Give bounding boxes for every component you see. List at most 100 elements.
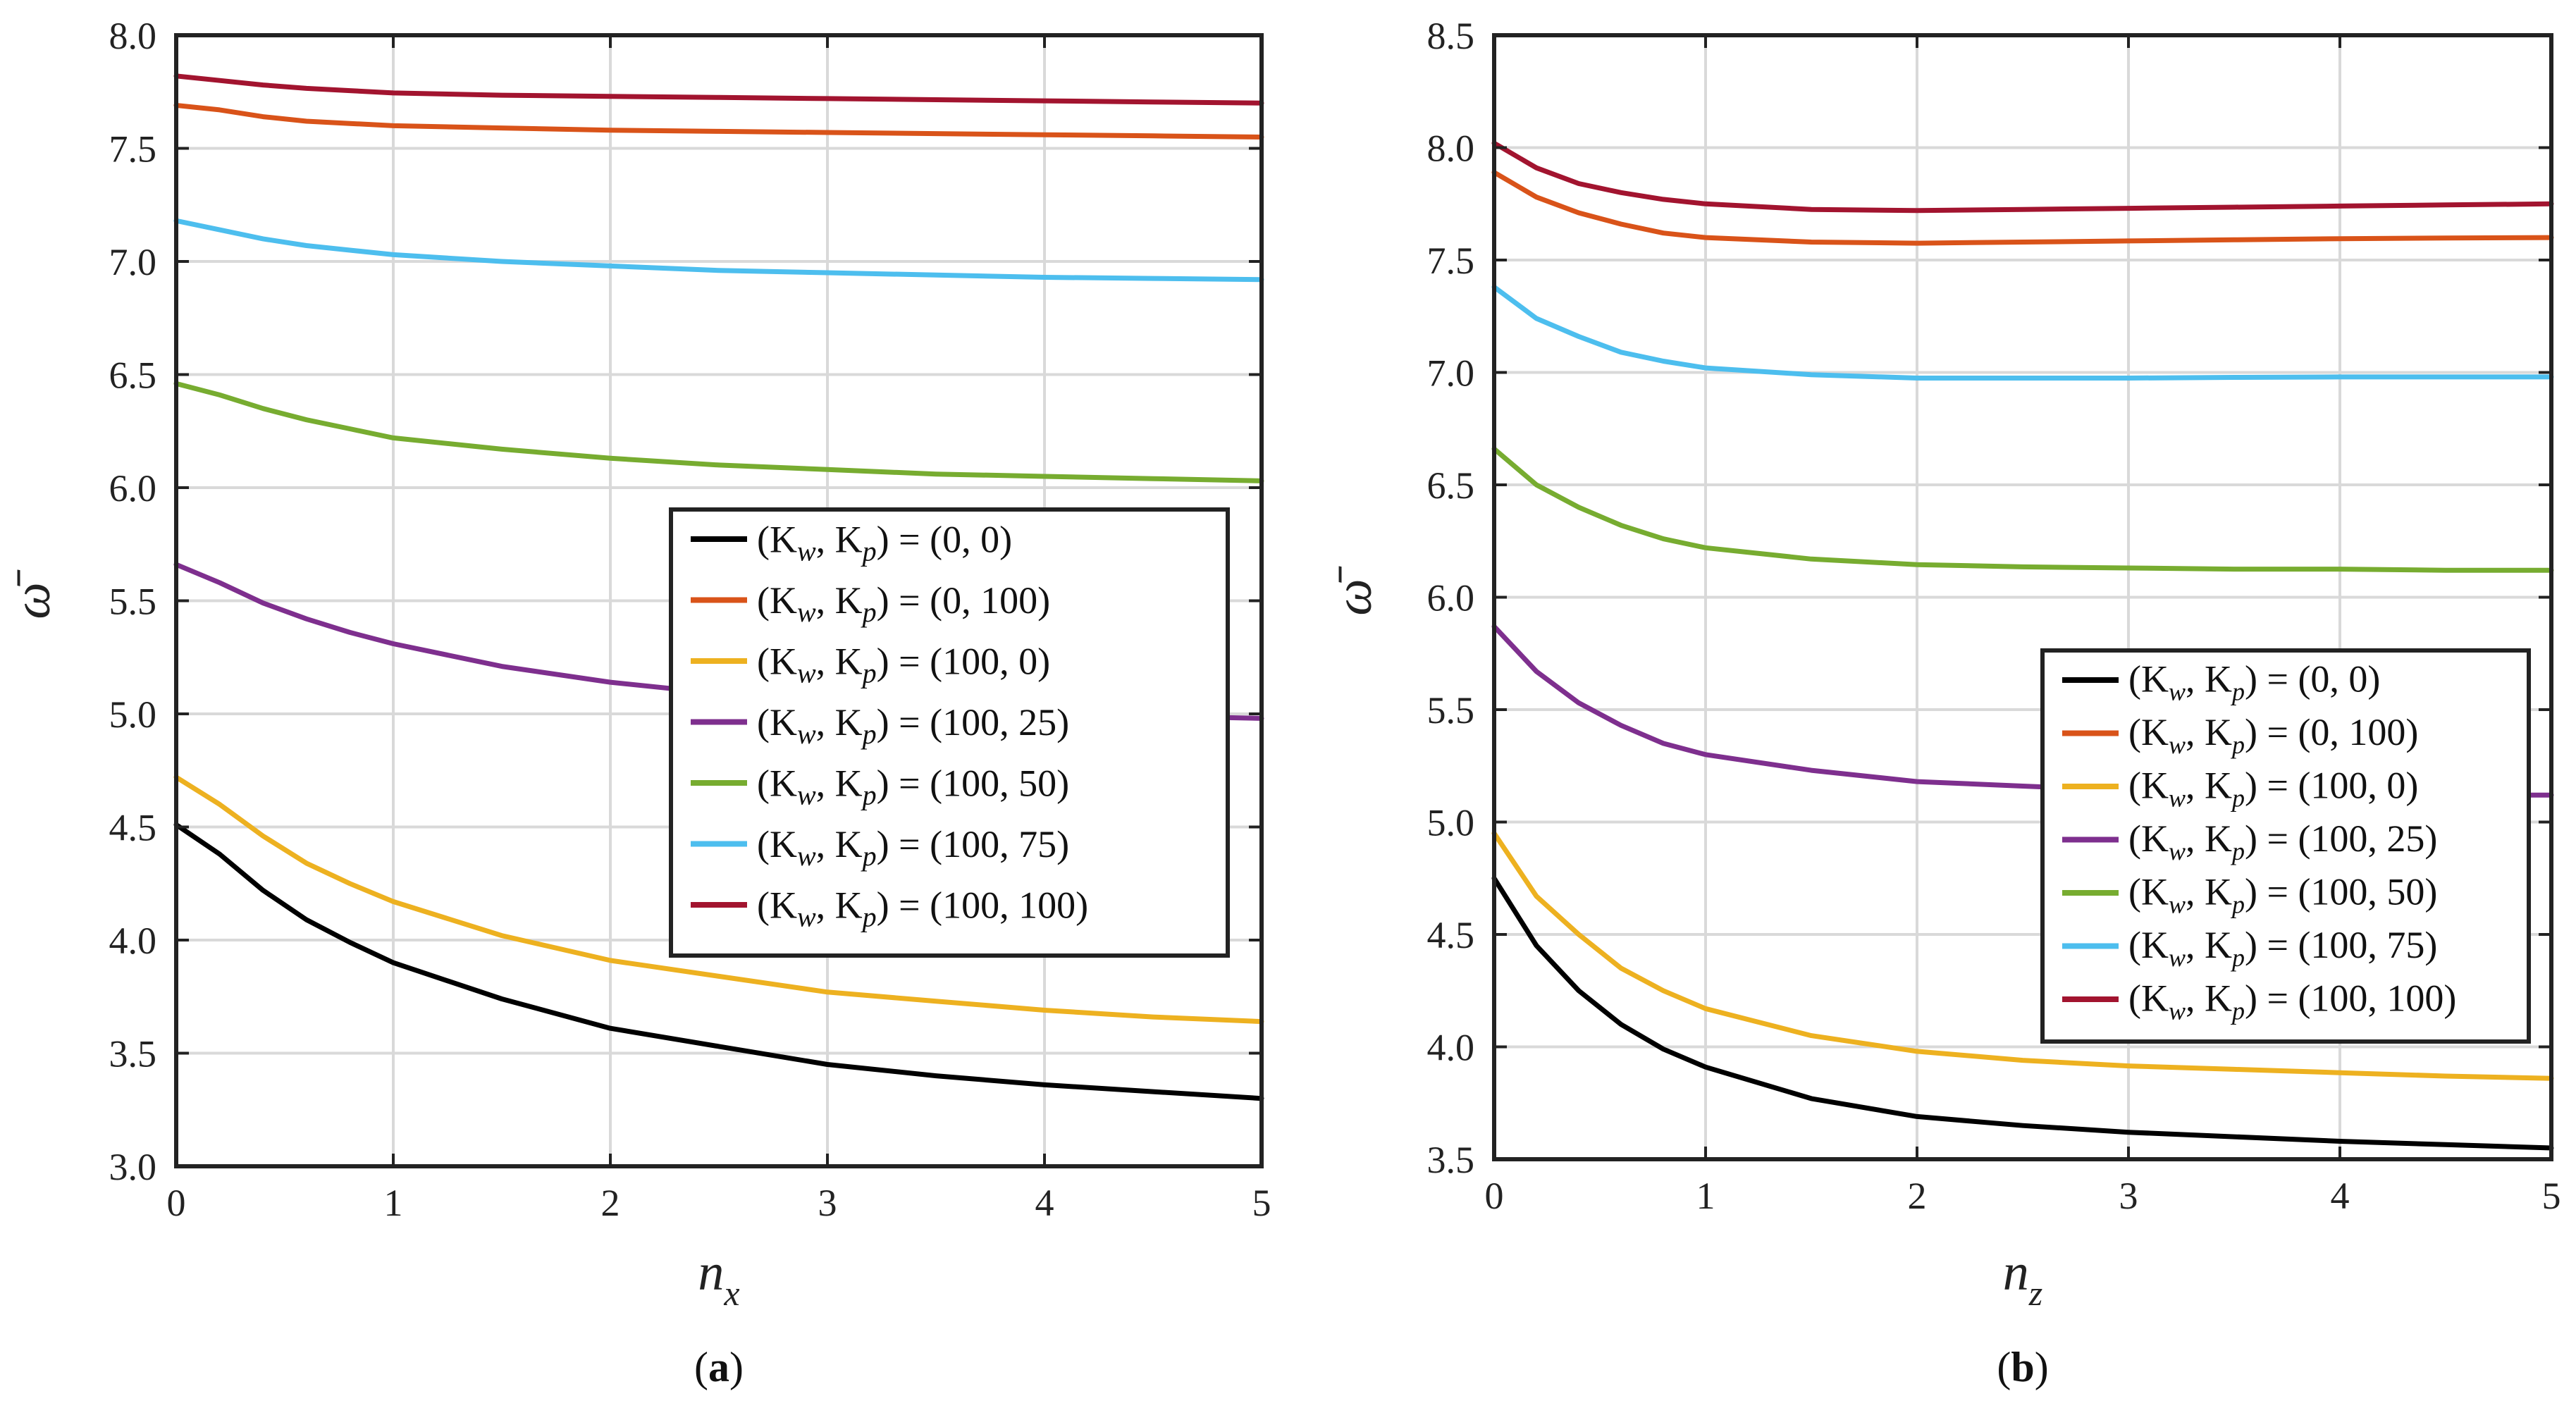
legend-entry-part: ) =	[2245, 871, 2298, 913]
legend-entry-part: p	[861, 535, 877, 567]
legend-entry-part: p	[2230, 944, 2245, 972]
legend-entry-3: (Kw, Kp) = (100, 25)	[2128, 817, 2437, 865]
legend-entry-part: (0, 0)	[930, 518, 1012, 560]
legend-entry-part: ) =	[877, 701, 930, 743]
y-tick-label: 4.0	[109, 920, 157, 962]
axes-box	[174, 33, 1264, 1168]
legend-entry-part: p	[861, 840, 877, 872]
legend-entry-0: (Kw, Kp) = (0, 0)	[2128, 658, 2380, 706]
y-tick-label: 6.0	[109, 467, 157, 510]
panel-caption: (a)	[694, 1344, 744, 1390]
y-tick-label: 3.0	[109, 1146, 157, 1188]
y-tick-label: 8.5	[1427, 15, 1475, 57]
series-line-1	[1491, 170, 2554, 246]
y-axis-label: ω̄	[1325, 565, 1383, 615]
legend-entry-part: ) =	[2245, 924, 2298, 966]
legend-entry-part: ) =	[877, 640, 930, 682]
legend-entry-part: (100, 75)	[930, 823, 1069, 865]
legend: (Kw, Kp) = (0, 0)(Kw, Kp) = (0, 100)(Kw,…	[2040, 648, 2531, 1044]
legend-entry-part: ) =	[877, 884, 930, 926]
legend-entry-part: , K	[816, 884, 863, 926]
x-tick-label: 2	[601, 1182, 620, 1224]
legend-entry-part: ) =	[2245, 765, 2298, 807]
y-tick-label: 8.0	[1427, 128, 1475, 170]
legend-entry-part: p	[861, 657, 877, 688]
legend-entry-part: w	[2169, 944, 2186, 972]
legend-entry-6: (Kw, Kp) = (100, 100)	[757, 884, 1088, 932]
x-axis-label-main: n	[2003, 1244, 2029, 1302]
legend-entry-part: ) =	[877, 579, 930, 622]
y-tick-label: 7.0	[1427, 352, 1475, 395]
legend-entry-part: w	[2169, 784, 2186, 813]
caption-open: (	[1997, 1344, 2011, 1390]
legend-entry-part: (K	[2128, 924, 2169, 966]
series-line-4	[173, 381, 1264, 483]
legend-entry-part: (100, 100)	[930, 884, 1088, 926]
legend-entry-part: (K	[757, 640, 797, 682]
x-tick-label: 1	[1696, 1175, 1715, 1217]
caption-letter: b	[2011, 1344, 2034, 1390]
legend-entry-3: (Kw, Kp) = (100, 25)	[757, 701, 1069, 750]
legend-entry-part: , K	[2186, 765, 2232, 807]
legend-entry-part: (0, 0)	[2298, 658, 2380, 700]
y-tick-label: 4.0	[1427, 1027, 1475, 1069]
y-tick-label: 7.0	[109, 241, 157, 283]
legend: (Kw, Kp) = (0, 0)(Kw, Kp) = (0, 100)(Kw,…	[669, 507, 1230, 958]
legend-entry-5: (Kw, Kp) = (100, 75)	[757, 823, 1069, 872]
legend-entry-5: (Kw, Kp) = (100, 75)	[2128, 924, 2437, 972]
legend-entry-part: (100, 100)	[2298, 977, 2456, 1020]
legend-entry-part: p	[2230, 678, 2245, 706]
x-axis-label-main: n	[698, 1244, 724, 1302]
legend-entry-part: (K	[757, 579, 797, 622]
legend-entry-2: (Kw, Kp) = (100, 0)	[2128, 765, 2418, 813]
legend-entry-part: (K	[2128, 817, 2169, 860]
legend-entry-part: w	[2169, 678, 2186, 706]
legend-entry-part: (K	[757, 701, 797, 743]
legend-entry-part: (K	[757, 518, 797, 560]
x-tick-label: 5	[1252, 1182, 1271, 1224]
panel-caption: (b)	[1997, 1344, 2048, 1390]
y-tick-label: 8.0	[109, 15, 157, 57]
x-tick-label: 4	[2331, 1175, 2350, 1217]
y-tick-label: 5.5	[109, 581, 157, 623]
legend-entry-part: p	[2230, 731, 2245, 759]
series-line-1	[173, 103, 1264, 140]
x-tick-label: 5	[2542, 1175, 2561, 1217]
legend-entry-part: (100, 0)	[2298, 765, 2418, 807]
legend-entry-part: , K	[2186, 924, 2232, 966]
series-line-6	[1491, 140, 2554, 214]
x-tick-label: 2	[1908, 1175, 1927, 1217]
legend-entry-part: ) =	[2245, 711, 2298, 753]
legend-entry-part: , K	[2186, 977, 2232, 1020]
series-line-5	[1491, 284, 2554, 381]
legend-entry-part: , K	[816, 701, 863, 743]
legend-entry-part: (K	[2128, 765, 2169, 807]
x-tick-label: 3	[818, 1182, 837, 1224]
legend-entry-part: w	[797, 596, 816, 628]
x-tick-label: 4	[1035, 1182, 1054, 1224]
legend-entry-part: (100, 25)	[930, 701, 1069, 743]
legend-entry-part: p	[2230, 997, 2245, 1025]
y-tick-label: 5.5	[1427, 689, 1475, 731]
legend-entry-part: ) =	[2245, 977, 2298, 1020]
y-tick-label: 4.5	[109, 807, 157, 849]
legend-entry-part: , K	[816, 762, 863, 804]
legend-entry-part: ) =	[2245, 658, 2298, 700]
legend-entry-part: , K	[816, 640, 863, 682]
legend-entry-part: w	[797, 657, 816, 688]
legend-entry-part: (K	[2128, 977, 2169, 1020]
legend-entry-part: (K	[2128, 658, 2169, 700]
y-tick-label: 7.5	[1427, 240, 1475, 282]
x-axis-label-sub: x	[723, 1273, 739, 1313]
x-tick-label: 1	[384, 1182, 403, 1224]
y-tick-label: 6.5	[109, 354, 157, 397]
y-tick-label: 5.0	[109, 693, 157, 736]
legend-entry-part: p	[2230, 891, 2245, 919]
y-tick-label: 4.5	[1427, 914, 1475, 956]
x-axis-label: nz	[2003, 1244, 2042, 1313]
y-tick-label: 7.5	[109, 128, 157, 171]
y-tick-label: 3.5	[109, 1033, 157, 1075]
legend-entry-part: w	[797, 779, 816, 810]
legend-entry-part: , K	[2186, 711, 2232, 753]
legend-entry-part: p	[861, 718, 877, 750]
